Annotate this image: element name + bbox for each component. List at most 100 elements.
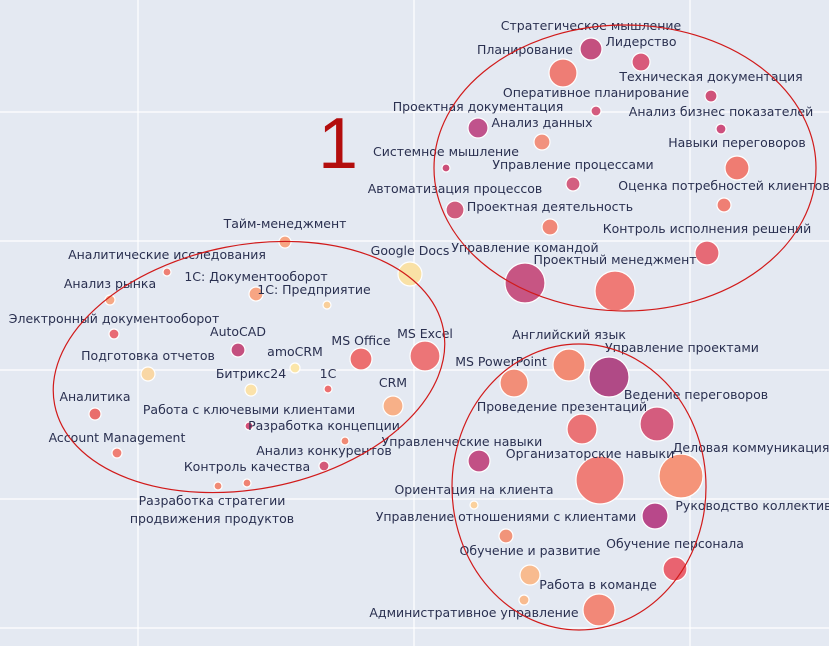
bubble-label: Разработка концепции	[248, 418, 400, 433]
bubble-label: Тайм-менеджмент	[223, 216, 347, 231]
bubble-label: Электронный документооборот	[9, 311, 219, 326]
bubble-label: Обучение и развитие	[460, 543, 601, 558]
bubble-point	[498, 528, 514, 544]
bubble-label: Анализ рынка	[64, 276, 156, 291]
bubble-label: amoCRM	[267, 344, 323, 359]
bubble-label: Управление процессами	[492, 157, 653, 172]
bubble-point	[588, 356, 630, 398]
bubble-point	[716, 197, 732, 213]
bubble-label: Account Management	[49, 430, 186, 445]
bubble-label: Битрикс24	[216, 366, 286, 381]
bubble-point	[409, 340, 441, 372]
bubble-label: CRM	[379, 375, 407, 390]
bubble-label: Оценка потребностей клиентов	[618, 178, 829, 193]
bubble-label: Работа в команде	[539, 577, 657, 592]
bubble-point	[582, 593, 616, 627]
bubble-label: Управленческие навыки	[382, 434, 543, 449]
bubble-point	[518, 594, 530, 606]
bubble-label: Обучение персонала	[606, 536, 744, 551]
bubble-point	[467, 117, 489, 139]
bubble-point	[322, 300, 332, 310]
bubble-point	[244, 421, 254, 431]
bubble-label: Контроль качества	[184, 459, 310, 474]
bubble-label: MS Excel	[397, 326, 453, 341]
bubble-label: Английский язык	[512, 327, 626, 342]
bubble-label: Проектная документация	[393, 99, 563, 114]
cluster-number-annotation: 1	[318, 104, 358, 184]
cluster-outline-bottom-right	[451, 343, 707, 631]
bubble-point	[397, 261, 423, 287]
bubble-label: Управление отношениями с клиентами	[376, 509, 636, 524]
bubble-layer	[88, 37, 750, 627]
bubble-point	[575, 455, 625, 505]
bubble-label: Управление проектами	[605, 340, 759, 355]
bubble-point	[230, 342, 246, 358]
bubble-point	[566, 413, 598, 445]
bubble-label: Проектный менеджмент	[533, 252, 696, 267]
bubble-label: Google Docs	[371, 243, 450, 258]
bubble-label: Ориентация на клиента	[394, 482, 553, 497]
bubble-label: Анализ конкурентов	[256, 443, 392, 458]
cluster-outline-left	[52, 240, 446, 494]
bubble-label: AutoCAD	[210, 324, 266, 339]
bubble-point	[504, 262, 546, 304]
bubble-label: Административное управление	[369, 605, 579, 620]
bubble-label: Техническая документация	[618, 69, 802, 84]
bubble-label: MS Office	[331, 333, 390, 348]
cluster-outline-top-right	[433, 24, 817, 312]
bubble-label: Анализ бизнес показателей	[629, 104, 813, 119]
bubble-point	[552, 348, 586, 382]
bubble-point	[533, 133, 551, 151]
bubble-label: Работа с ключевыми клиентами	[143, 402, 355, 417]
bubble-point	[499, 368, 529, 398]
bubble-point	[579, 37, 603, 61]
bubble-point	[445, 200, 465, 220]
bubble-label: Оперативное планирование	[503, 85, 690, 100]
bubble-label: Контроль исполнения решений	[603, 221, 812, 236]
bubble-point	[108, 328, 120, 340]
bubble-label: Проектная деятельность	[467, 199, 633, 214]
bubble-point	[631, 52, 651, 72]
bubble-label: Системное мышление	[373, 144, 519, 159]
bubble-label: Анализ данных	[491, 115, 592, 130]
bubble-point	[590, 105, 602, 117]
bubble-point	[541, 218, 559, 236]
bubble-label: MS PowerPoint	[455, 354, 547, 369]
bubble-point	[88, 407, 102, 421]
bubble-point	[469, 500, 479, 510]
bubble-label: Управление командой	[451, 240, 598, 255]
bubble-point	[724, 155, 750, 181]
bubble-label: Автоматизация процессов	[368, 181, 543, 196]
bubble-point	[641, 502, 669, 530]
bubble-label: Подготовка отчетов	[81, 348, 215, 363]
bubble-label: Деловая коммуникация	[673, 440, 829, 455]
bubble-point	[140, 366, 156, 382]
bubble-point	[548, 58, 578, 88]
bubble-point	[340, 436, 350, 446]
bubble-label: Руководство коллективом	[675, 498, 829, 513]
bubble-point	[382, 395, 404, 417]
bubble-point	[349, 347, 373, 371]
bubble-label: Планирование	[477, 42, 573, 57]
bubble-point	[694, 240, 720, 266]
bubble-point	[213, 481, 223, 491]
bubble-point	[467, 449, 491, 473]
bubble-label: Аналитика	[59, 389, 130, 404]
bubble-point	[244, 383, 258, 397]
bubble-point	[441, 163, 451, 173]
bubble-label: 1С: Документооборот	[184, 269, 327, 284]
bubble-label: Лидерство	[606, 34, 677, 49]
bubble-label: Разработка стратегии продвижения продукто…	[130, 493, 294, 526]
bubble-point	[565, 176, 581, 192]
bubble-label: 1С	[320, 366, 337, 381]
bubble-point	[323, 384, 333, 394]
bubble-label: Стратегическое мышление	[501, 18, 682, 33]
bubble-point	[658, 453, 704, 499]
bubble-label: Проведение презентаций	[477, 399, 647, 414]
bubble-point	[715, 123, 727, 135]
bubble-point	[639, 406, 675, 442]
bubble-point	[111, 447, 123, 459]
